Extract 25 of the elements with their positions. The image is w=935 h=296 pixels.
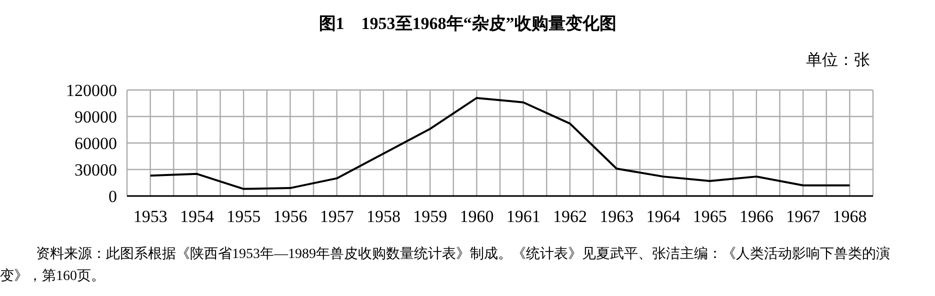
x-tick-label: 1957 xyxy=(320,207,354,226)
x-tick-label: 1963 xyxy=(600,207,634,226)
x-tick-label: 1956 xyxy=(273,207,308,226)
x-tick-label: 1960 xyxy=(460,207,494,226)
x-tick-label: 1953 xyxy=(133,207,168,226)
x-tick-label: 1958 xyxy=(366,207,400,226)
x-tick-label: 1967 xyxy=(786,207,821,226)
line-series xyxy=(149,96,851,190)
chart-subtitle: 单位：张 xyxy=(806,50,870,71)
x-tick-label: 1954 xyxy=(180,207,214,226)
x-tick-label: 1959 xyxy=(413,207,448,226)
x-tick-label: 1961 xyxy=(506,207,540,226)
y-tick-label: 60000 xyxy=(74,134,117,153)
y-tick-label: 90000 xyxy=(74,108,117,126)
y-tick-label: 120000 xyxy=(66,81,117,100)
text: 资料来源：此图系根据《陕西省1953年—1989年兽皮收购数量统计表》制成。《统计表》见夏武平、张洁主编：《人类活动影响下兽类的演变》，第160页。 xyxy=(0,245,891,286)
y-tick-label: 0 xyxy=(108,187,117,206)
chart-title: 图1 1953至1968年“杂皮”收购量变化图 xyxy=(318,13,618,35)
x-tick-label: 1966 xyxy=(739,207,774,226)
x-tick-label: 1955 xyxy=(226,207,261,226)
x-tick-label: 1965 xyxy=(692,207,727,226)
x-tick-label: 1962 xyxy=(552,207,587,226)
y-tick-label: 30000 xyxy=(74,160,117,180)
x-tick-label: 1964 xyxy=(646,207,681,226)
x-tick-label: 1968 xyxy=(832,207,867,226)
